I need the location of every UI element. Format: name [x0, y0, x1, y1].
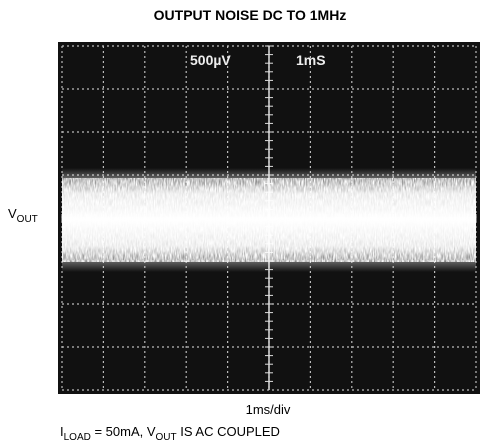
vertical-scale: 500µV: [190, 52, 231, 68]
note-text: = 50mA, V: [91, 424, 156, 439]
y-label: VOUT: [8, 206, 38, 225]
note-subscript: OUT: [156, 432, 177, 443]
title: OUTPUT NOISE DC TO 1MHz: [154, 7, 347, 23]
note: ILOAD = 50mA, VOUT IS AC COUPLED: [60, 424, 280, 443]
note-subscript: LOAD: [64, 432, 91, 443]
x-label: 1ms/div: [246, 402, 291, 417]
note-text: I: [60, 424, 64, 439]
y-label-main: V: [8, 206, 17, 221]
y-label-sub: OUT: [17, 214, 38, 225]
time-scale: 1mS: [296, 52, 326, 68]
noise-texture: [62, 178, 476, 262]
note-text: IS AC COUPLED: [177, 424, 280, 439]
